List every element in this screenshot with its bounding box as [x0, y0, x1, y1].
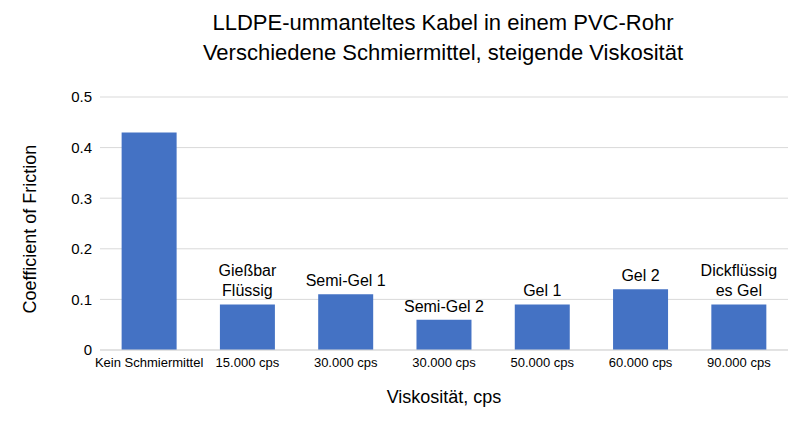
html-text:LLDPE-ummanteltes Kabel in ein: LLDPE-ummanteltes Kabel in einem PVC-Roh… [212, 10, 674, 35]
svg-text:Viskosität, cps: Viskosität, cps [387, 387, 502, 407]
html-text:Verschiedene Schmiermittel, st: Verschiedene Schmiermittel, steigende Vi… [202, 40, 684, 65]
svg-text:Dickflüssiges Gel: Dickflüssiges Gel [701, 262, 777, 299]
svg-text:0.2: 0.2 [71, 240, 92, 257]
svg-text:Gel 2: Gel 2 [621, 267, 659, 284]
svg-text:15.000 cps: 15.000 cps [216, 355, 280, 370]
svg-text:0.4: 0.4 [71, 139, 92, 156]
svg-text:90.000 cps: 90.000 cps [707, 355, 771, 370]
svg-text:Gel 1: Gel 1 [523, 282, 561, 299]
svg-text:50.000 cps: 50.000 cps [510, 355, 574, 370]
svg-text:GießbarFlüssig: GießbarFlüssig [219, 262, 277, 299]
svg-text:30.000 cps: 30.000 cps [412, 355, 476, 370]
svg-text:30.000 cps: 30.000 cps [314, 355, 378, 370]
svg-text:0.5: 0.5 [71, 88, 92, 105]
svg-text:0.1: 0.1 [71, 291, 92, 308]
svg-text:Semi-Gel 2: Semi-Gel 2 [404, 298, 484, 315]
svg-text:Coefficient of Friction: Coefficient of Friction [20, 145, 40, 314]
svg-text:Kein Schmiermittel: Kein Schmiermittel [95, 355, 203, 370]
svg-text:0: 0 [84, 341, 92, 358]
svg-text:0.3: 0.3 [71, 190, 92, 207]
svg-text:60.000 cps: 60.000 cps [609, 355, 673, 370]
svg-text:Semi-Gel 1: Semi-Gel 1 [306, 272, 386, 289]
